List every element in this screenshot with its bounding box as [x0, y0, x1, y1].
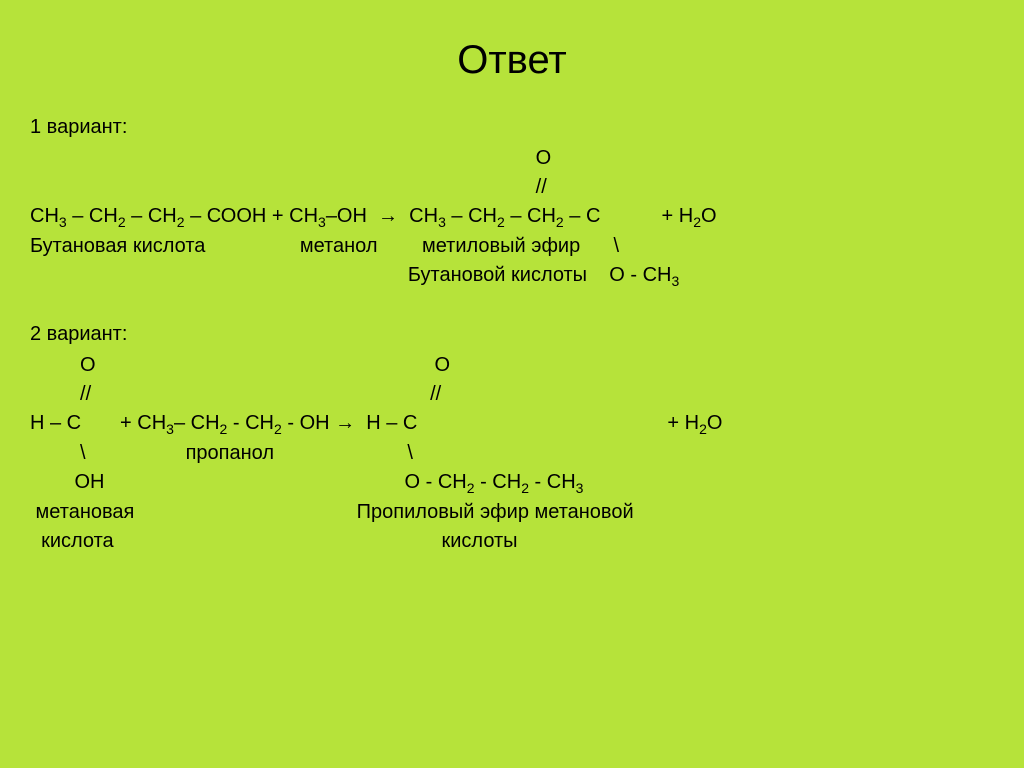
v1-line1: O [30, 144, 994, 173]
v2-line4: \ пропанол \ [30, 439, 994, 468]
v2-names1: метановая Пропиловый эфир метановой [30, 498, 994, 527]
v2-line2: // // [30, 380, 994, 409]
v2-names2: кислота кислоты [30, 527, 994, 556]
v2-line5: ОН О - СН2 - СН2 - СН3 [30, 468, 994, 498]
slide-title: Ответ [0, 0, 1024, 113]
v2-line1: О О [30, 351, 994, 380]
v1-names-left: Бутановая кислота метанол метиловый эфир… [30, 232, 994, 261]
v1-reaction: СН3 – СН2 – СН2 – СООН + СН3–ОН → СН3 – … [30, 202, 994, 232]
variant2-label: 2 вариант: [30, 320, 994, 349]
slide-content: 1 вариант: O / [0, 113, 1024, 556]
variant1-label: 1 вариант: [30, 113, 994, 142]
v1-line2: // [30, 173, 994, 202]
v2-reaction: Н – С + СН3– СН2 - СН2 - ОН → Н – С + Н2… [30, 409, 994, 439]
v1-names-right: Бутановой кислоты О - СН3 [30, 261, 994, 291]
